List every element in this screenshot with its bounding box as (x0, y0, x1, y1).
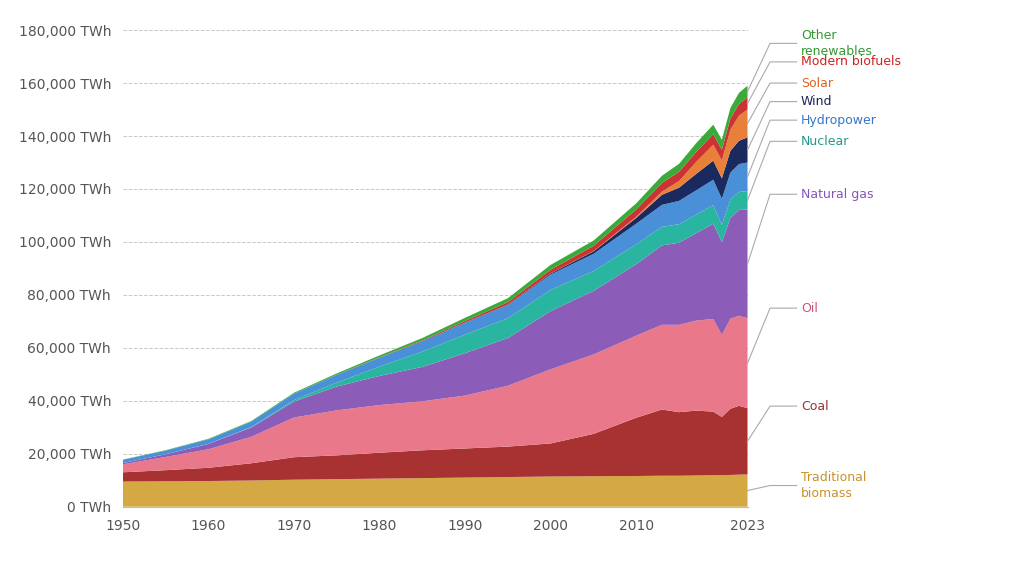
Text: Oil: Oil (801, 302, 817, 315)
Text: Solar: Solar (801, 77, 833, 90)
Text: Modern biofuels: Modern biofuels (801, 55, 901, 68)
Text: Nuclear: Nuclear (801, 135, 849, 148)
Text: Wind: Wind (801, 95, 833, 108)
Text: Natural gas: Natural gas (801, 188, 873, 201)
Text: Other
renewables: Other renewables (801, 29, 872, 58)
Text: Coal: Coal (801, 400, 828, 413)
Text: Traditional
biomass: Traditional biomass (801, 471, 866, 500)
Text: Hydropower: Hydropower (801, 114, 877, 127)
